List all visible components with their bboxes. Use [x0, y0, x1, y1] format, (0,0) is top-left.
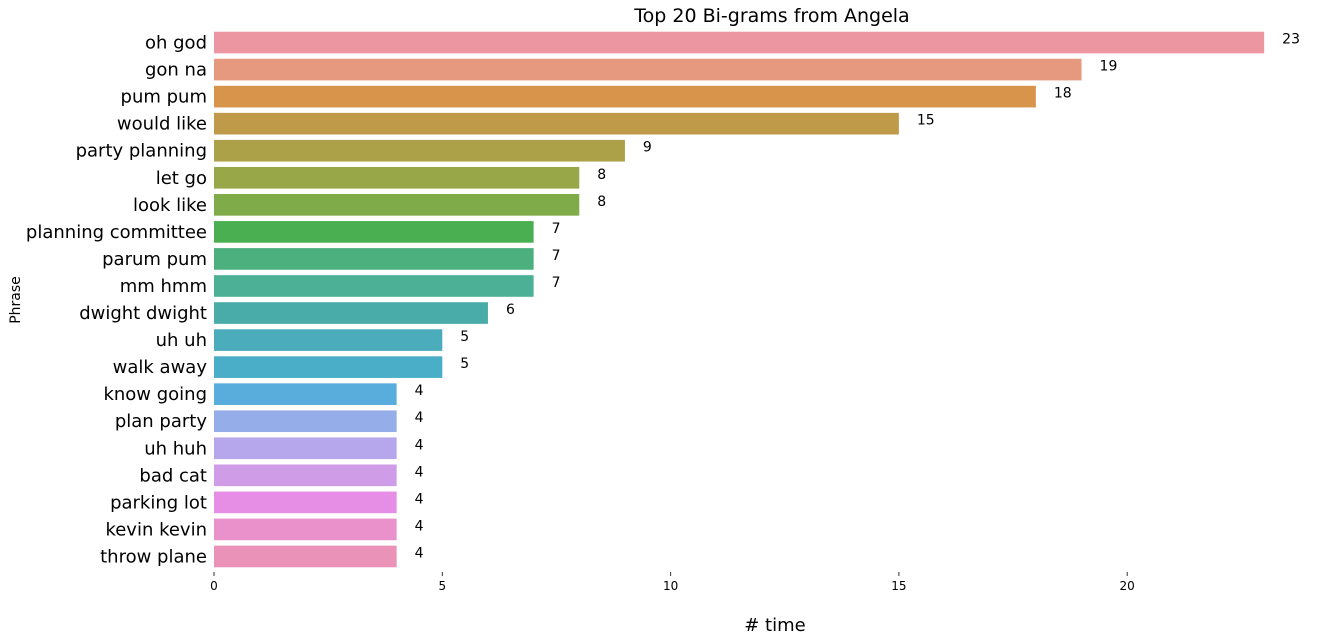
category-label: kevin kevin [105, 519, 207, 540]
bar-2 [214, 85, 1036, 108]
value-label: 4 [415, 437, 424, 453]
bar-3 [214, 112, 899, 135]
category-label: uh huh [144, 438, 207, 459]
x-tick-label: 10 [663, 579, 678, 593]
value-label: 18 [1054, 86, 1072, 102]
bar-8 [214, 248, 534, 270]
category-label: would like [117, 114, 207, 135]
category-label: parum pum [102, 249, 207, 270]
value-label: 9 [643, 140, 652, 156]
category-label: dwight dwight [79, 303, 207, 324]
x-tick-label: 20 [1120, 579, 1135, 593]
category-label: parking lot [110, 492, 207, 513]
category-label: oh god [145, 33, 207, 54]
category-label: planning committee [26, 222, 207, 243]
value-label: 8 [597, 194, 606, 210]
bar-0 [214, 31, 1265, 54]
value-label: 5 [460, 329, 469, 345]
bar-6 [214, 194, 580, 216]
y-axis-label: Phrase [8, 276, 24, 324]
value-label: 7 [552, 248, 561, 264]
bar-9 [214, 275, 534, 297]
category-label: let go [156, 168, 207, 189]
bar-14 [214, 410, 397, 433]
value-label: 4 [415, 464, 424, 480]
bar-12 [214, 356, 443, 378]
category-label: party planning [76, 141, 207, 162]
bar-4 [214, 139, 625, 162]
value-label: 4 [415, 518, 424, 534]
category-labels: oh god gon na pum pum would like party plann… [26, 33, 207, 568]
value-label: 4 [415, 545, 424, 561]
value-label: 23 [1282, 32, 1300, 48]
x-tick-label: 5 [438, 579, 446, 593]
bar-10 [214, 302, 488, 324]
value-label: 7 [552, 221, 561, 237]
value-label: 4 [415, 410, 424, 426]
chart-title: Top 20 Bi-grams from Angela [633, 5, 909, 27]
value-label: 6 [506, 302, 515, 318]
value-label: 5 [460, 356, 469, 372]
category-label: know going [103, 384, 207, 405]
value-label: 7 [552, 275, 561, 291]
category-label: gon na [145, 60, 207, 81]
value-label: 4 [415, 383, 424, 399]
value-labels: 23 19 18 15 9 8 8 7 7 7 6 5 5 4 4 4 4 4 4 4 [415, 32, 1300, 562]
x-axis-label: # time [744, 615, 805, 636]
category-label: throw plane [100, 546, 207, 567]
value-label: 8 [597, 167, 606, 183]
bar-13 [214, 383, 397, 405]
category-label: pum pum [121, 87, 207, 108]
x-tick-label: 0 [210, 579, 218, 593]
bar-15 [214, 437, 397, 460]
category-label: bad cat [139, 465, 207, 486]
value-label: 4 [415, 491, 424, 507]
x-axis: 0 5 10 15 20 [210, 572, 1135, 593]
bar-7 [214, 221, 534, 243]
bar-19 [214, 545, 397, 568]
bar-5 [214, 166, 580, 189]
category-label: plan party [115, 411, 208, 432]
category-label: look like [133, 195, 207, 216]
category-label: uh uh [156, 330, 207, 351]
bar-16 [214, 464, 397, 487]
bar-1 [214, 58, 1082, 81]
bars-layer [214, 31, 1265, 568]
category-label: walk away [113, 357, 208, 378]
value-label: 15 [917, 113, 935, 129]
bar-18 [214, 518, 397, 541]
value-label: 19 [1100, 59, 1118, 75]
bar-17 [214, 491, 397, 514]
category-label: mm hmm [120, 276, 207, 297]
bar-11 [214, 329, 443, 351]
x-tick-label: 15 [891, 579, 906, 593]
